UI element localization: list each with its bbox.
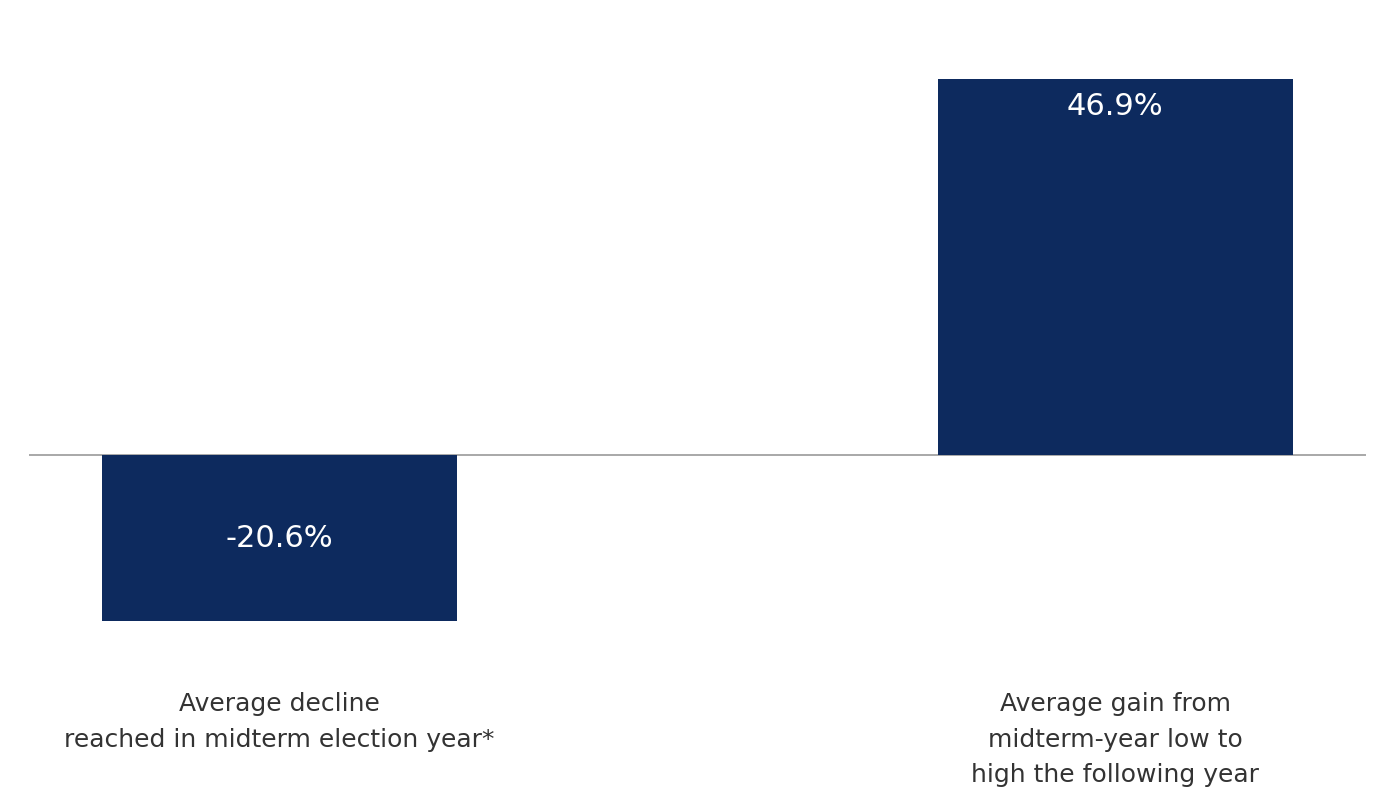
Bar — [102, 455, 457, 621]
Text: -20.6%: -20.6% — [225, 523, 333, 553]
Text: Average decline
reached in midterm election year*: Average decline reached in midterm elect… — [63, 692, 494, 752]
Bar — [937, 79, 1293, 455]
Text: Average gain from
midterm-year low to
high the following year: Average gain from midterm-year low to hi… — [972, 692, 1260, 787]
Text: 46.9%: 46.9% — [1067, 92, 1163, 121]
